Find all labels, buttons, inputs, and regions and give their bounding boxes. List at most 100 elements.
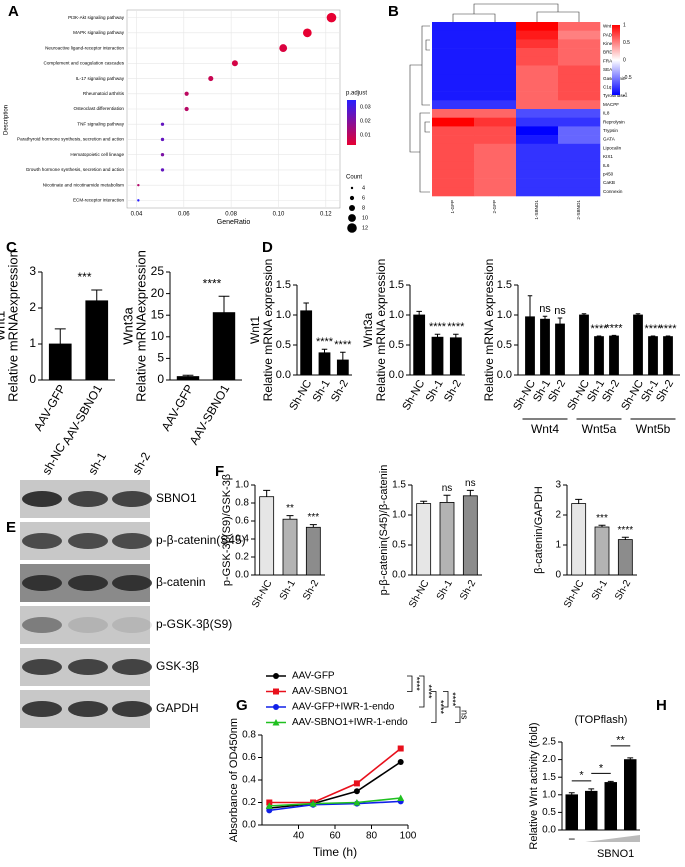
y-tick-label: 2.0: [542, 754, 556, 765]
lane-label: sh-2: [129, 450, 153, 477]
color-bar-label: -0.5: [623, 75, 632, 81]
y-tick-label: ECM-receptor interaction: [73, 198, 125, 203]
error-bar: [635, 313, 641, 315]
bar: [540, 318, 550, 376]
y-axis-label: Description: [4, 105, 10, 135]
error-bar: [218, 295, 230, 313]
error-bar: [453, 333, 459, 338]
error-bar: [416, 310, 422, 315]
bar: [212, 312, 236, 381]
y-tick-label: 0.0: [542, 825, 556, 836]
comparison-bracket: [419, 675, 425, 708]
y-tick-label: 0.2: [235, 552, 249, 563]
significance: **: [286, 503, 294, 514]
legend-dot: [349, 195, 355, 201]
y-tick-label: 10: [151, 329, 165, 343]
heatmap-cell: [432, 56, 475, 66]
significance: ****: [424, 684, 434, 699]
y-tick-label: Parathyroid hormone synthesis, secretion…: [17, 137, 124, 142]
heatmap-cell: [558, 117, 601, 127]
heatmap-cell: [432, 161, 475, 171]
y-tick-label: 0.6: [242, 752, 256, 763]
row-label: KIX1: [603, 154, 613, 159]
series-line: [269, 797, 401, 807]
y-tick-label: 1.0: [542, 789, 556, 800]
x-tick-label: Sh-1: [590, 578, 610, 602]
y-tick-label: Osteoclast differentiation: [74, 106, 125, 111]
marker: [353, 780, 360, 787]
significance: ****: [644, 323, 662, 335]
blot-band: [68, 701, 108, 717]
legend-label: 10: [362, 215, 368, 221]
bar: [176, 376, 200, 381]
heatmap-cell: [432, 22, 475, 31]
blot-band: [22, 659, 62, 675]
bar: [571, 503, 587, 576]
heatmap-cell: [516, 65, 559, 75]
y-tick-label: 5: [157, 351, 164, 365]
heatmap-cell: [432, 48, 475, 58]
row-label: GAPDH: [156, 701, 199, 715]
bar: [85, 300, 109, 381]
panel-letter: E: [6, 519, 16, 536]
color-bar-label: 0.03: [360, 104, 371, 110]
bar: [663, 336, 673, 376]
x-tick-label: Sh-1: [424, 378, 446, 404]
color-bar-label: 0.01: [360, 133, 371, 139]
heatmap-cell: [516, 135, 559, 145]
y-tick-label: 1.0: [497, 309, 512, 321]
bar: [604, 782, 618, 831]
heatmap-cell: [516, 48, 559, 58]
dot: [279, 44, 288, 52]
heatmap-cell: [432, 39, 475, 49]
y-axis-label: Relative mRNAexpression: [5, 250, 20, 402]
heatmap-cell: [516, 22, 559, 31]
y-tick-label: 15: [151, 307, 165, 321]
y-tick-label: 3: [29, 264, 36, 278]
legend-dot: [347, 223, 357, 233]
dot: [184, 91, 189, 96]
series-line: [269, 747, 402, 804]
comparison-bracket: [443, 691, 449, 708]
error-bar: [182, 374, 194, 377]
error-bar: [340, 351, 346, 360]
heatmap-cell: [558, 65, 601, 75]
y-axis-label: Relative mRNA expression: [374, 259, 388, 402]
dot: [160, 122, 165, 126]
heatmap-cell: [432, 65, 475, 75]
heatmap-cell: [558, 22, 601, 31]
comparison-bracket: [407, 675, 413, 692]
blot-band: [68, 659, 108, 675]
error-bar: [581, 313, 587, 315]
row-label: p-GSK-3β(S9): [156, 617, 232, 631]
y-axis-label: p-GSK-3β(S9)/GSK-3β: [221, 474, 233, 586]
x-tick-label: 0.08: [225, 212, 237, 218]
bar: [555, 323, 565, 376]
dot: [231, 60, 238, 67]
heatmap-cell: [558, 39, 601, 49]
heatmap-cell: [474, 48, 517, 58]
y-tick-label: 0.5: [392, 540, 406, 551]
blot-band: [112, 575, 152, 591]
error-bar: [598, 524, 606, 527]
heatmap-cell: [516, 56, 559, 66]
y-tick-label: 1.0: [389, 309, 404, 321]
error-bar: [263, 489, 271, 497]
heatmap-cell: [432, 152, 475, 162]
y-tick-label: 1.0: [392, 510, 406, 521]
y-tick-label: 2: [29, 300, 36, 314]
row-label: IL6: [603, 163, 610, 168]
row-label: Trypsin: [603, 128, 618, 133]
heatmap-cell: [474, 82, 517, 92]
group-label: Wnt5a: [582, 422, 617, 436]
error-bar: [303, 302, 309, 311]
y-tick-label: 1.5: [497, 279, 512, 291]
row-label: C1q: [603, 84, 612, 89]
heatmap-cell: [474, 161, 517, 171]
bar: [594, 336, 604, 376]
x-tick-label: 60: [329, 831, 341, 842]
heatmap-cell: [474, 39, 517, 49]
heatmap-cell: [516, 82, 559, 92]
blot-strip: [20, 606, 150, 644]
